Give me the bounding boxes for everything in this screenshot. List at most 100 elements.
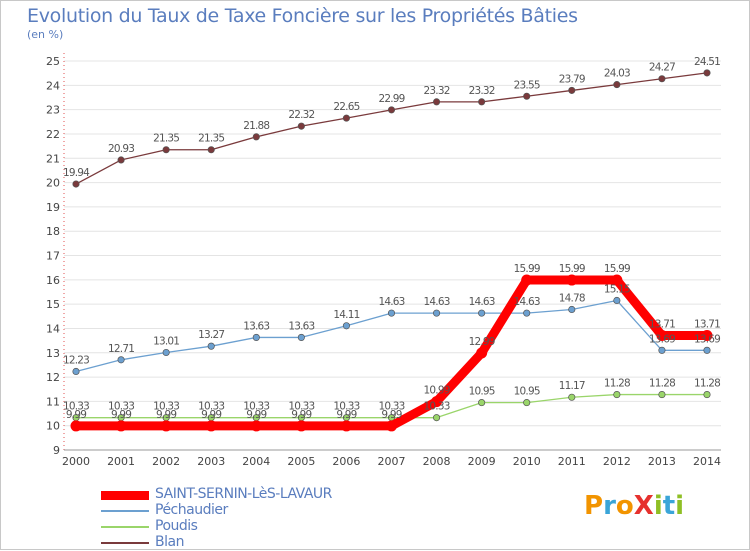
data-label: 10.33 — [108, 401, 134, 413]
data-label: 12.71 — [108, 343, 134, 355]
x-tick-label: 2005 — [287, 455, 315, 468]
data-point — [342, 322, 350, 330]
data-point — [478, 399, 486, 407]
data-point — [433, 309, 441, 317]
data-label: 23.79 — [559, 73, 585, 85]
data-label: 11.17 — [559, 380, 585, 392]
y-tick-label: 10 — [46, 420, 60, 433]
data-point — [117, 356, 125, 364]
data-label: 10.33 — [243, 401, 269, 413]
data-label: 10.95 — [514, 386, 540, 398]
x-tick-label: 2003 — [197, 455, 225, 468]
logo-letter: i — [675, 491, 685, 521]
data-point — [207, 146, 215, 154]
legend-label: Péchaudier — [155, 502, 228, 518]
data-label: 10.99 — [424, 385, 450, 397]
legend-swatch — [101, 542, 149, 544]
data-point — [297, 122, 305, 130]
data-point — [613, 81, 621, 89]
data-label: 13.63 — [288, 320, 314, 332]
proxiti-logo: ProXiti — [584, 491, 684, 521]
data-point — [72, 367, 80, 376]
x-tick-label: 2000 — [62, 455, 90, 468]
y-tick-label: 9 — [53, 444, 60, 457]
data-label: 12.99 — [469, 336, 495, 348]
data-point — [613, 391, 621, 399]
data-label: 13.63 — [243, 320, 269, 332]
data-label: 13.69 — [649, 333, 675, 345]
data-point — [207, 342, 215, 350]
y-tick-label: 24 — [46, 79, 60, 92]
data-label: 10.33 — [288, 401, 314, 413]
y-tick-label: 20 — [46, 177, 60, 190]
data-label: 24.27 — [649, 62, 675, 74]
data-label: 10.33 — [153, 401, 179, 413]
x-tick-label: 2009 — [468, 455, 496, 468]
data-label: 9.99 — [111, 409, 131, 421]
data-point — [115, 420, 127, 432]
y-tick-label: 17 — [46, 250, 60, 263]
x-tick-label: 2014 — [693, 455, 721, 468]
data-point — [523, 309, 531, 317]
data-label: 10.33 — [424, 401, 450, 413]
x-tick-label: 2007 — [378, 455, 406, 468]
data-point — [252, 133, 260, 141]
y-tick-label: 16 — [46, 274, 60, 287]
data-label: 13.71 — [649, 318, 675, 330]
x-tick-label: 2006 — [332, 455, 360, 468]
data-label: 20.93 — [108, 143, 134, 155]
data-point — [72, 180, 80, 188]
data-label: 10.33 — [63, 401, 89, 413]
data-point — [476, 347, 488, 359]
data-label: 9.99 — [156, 409, 176, 421]
legend-swatch — [101, 526, 149, 528]
data-label: 14.63 — [378, 296, 404, 308]
series-layer — [70, 69, 713, 432]
data-point — [386, 420, 397, 432]
legend-label: Blan — [155, 534, 184, 550]
data-point — [295, 420, 307, 432]
y-tick-label: 19 — [46, 201, 60, 214]
data-label: 9.99 — [381, 409, 401, 421]
data-point — [611, 274, 623, 286]
data-point — [523, 399, 531, 407]
data-label: 13.27 — [198, 329, 224, 341]
data-point — [478, 309, 486, 317]
data-point — [433, 98, 441, 106]
data-label: 10.33 — [333, 401, 359, 413]
y-tick-label: 12 — [46, 371, 60, 384]
data-label: 14.63 — [514, 296, 540, 308]
chart-subtitle: (en %) — [27, 28, 64, 41]
y-tick-label: 23 — [46, 104, 60, 117]
data-label: 15.99 — [604, 263, 630, 275]
data-label: 11.28 — [649, 378, 675, 390]
data-label: 11.28 — [604, 378, 630, 390]
data-label: 13.71 — [694, 318, 720, 330]
data-point — [521, 274, 533, 286]
data-label: 21.35 — [153, 133, 179, 145]
data-point — [162, 348, 170, 357]
data-label: 21.88 — [243, 120, 269, 132]
data-label: 23.32 — [469, 85, 495, 97]
data-label: 24.03 — [604, 68, 630, 80]
y-tick-label: 13 — [46, 347, 60, 360]
data-label: 15.15 — [604, 283, 630, 295]
data-point — [568, 305, 576, 314]
data-point — [342, 114, 350, 122]
data-point — [613, 296, 621, 305]
x-tick-label: 2004 — [242, 455, 270, 468]
data-point — [70, 420, 82, 432]
data-point — [387, 106, 396, 114]
logo-letter: X — [633, 491, 654, 521]
y-tick-label: 22 — [46, 128, 60, 141]
data-label: 22.99 — [378, 93, 404, 105]
logo-letter: P — [584, 491, 604, 521]
data-label: 19.94 — [63, 167, 90, 179]
data-label: 9.99 — [201, 409, 221, 421]
data-label: 13.01 — [153, 336, 179, 348]
logo-letter: t — [662, 491, 676, 521]
data-label: 14.63 — [469, 296, 495, 308]
y-tick-label: 21 — [46, 152, 60, 165]
data-point — [162, 146, 170, 154]
